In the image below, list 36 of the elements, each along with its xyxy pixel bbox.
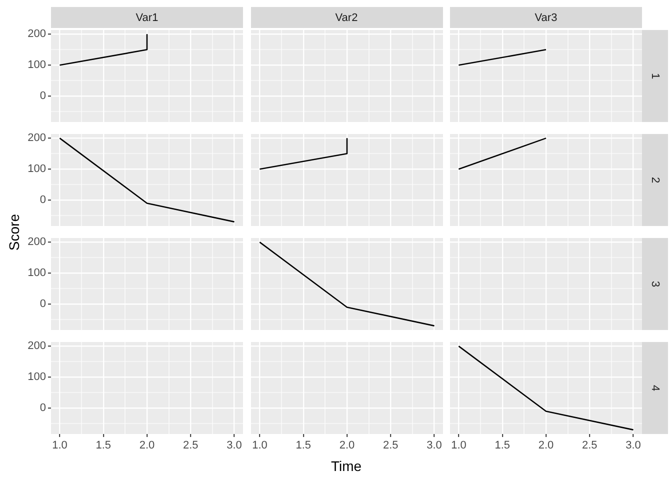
y2-axis-title: 1 — [642, 30, 668, 122]
chart-title: Var1 — [51, 7, 243, 28]
x-tick-label: 2.0 — [538, 440, 554, 452]
y-tick-label: 100 — [28, 371, 46, 384]
y2-axis-title: 2 — [642, 134, 668, 226]
x-axis-title: Time — [331, 458, 362, 474]
y-tick-label: 0 — [40, 402, 46, 414]
y2-axis-title: 3 — [642, 238, 668, 330]
y-tick-label: 200 — [28, 340, 46, 352]
x-tick-label: 2.5 — [382, 440, 398, 452]
y2-axis-title: 4 — [642, 342, 668, 434]
x-tick-label: 3.0 — [626, 440, 641, 452]
x-tick-label: 3.0 — [226, 440, 242, 452]
x-tick-label: 1.5 — [96, 440, 112, 452]
y-tick-label: 100 — [28, 59, 46, 72]
x-tick-label: 1.0 — [451, 440, 466, 452]
x-tick-label: 1.5 — [295, 440, 311, 452]
x-tick-label: 2.0 — [139, 440, 155, 452]
y-tick-label: 100 — [28, 267, 46, 280]
x-tick-label: 3.0 — [426, 440, 442, 452]
chart-title: Var3 — [450, 7, 642, 28]
y-tick-label: 0 — [40, 298, 46, 310]
x-tick-label: 2.5 — [182, 440, 198, 452]
y-tick-label: 200 — [28, 132, 46, 144]
x-tick-label: 1.0 — [52, 440, 68, 452]
chart-title: Var2 — [250, 7, 442, 28]
y-axis-title: Score — [6, 214, 22, 250]
y-tick-label: 0 — [40, 90, 46, 102]
x-tick-label: 1.0 — [252, 440, 267, 452]
y-tick-label: 200 — [28, 28, 46, 40]
y-tick-label: 0 — [40, 194, 46, 206]
x-tick-label: 2.0 — [338, 440, 354, 452]
x-tick-label: 1.5 — [494, 440, 510, 452]
y-tick-label: 100 — [28, 163, 46, 176]
y-tick-label: 200 — [28, 236, 46, 248]
x-tick-label: 2.5 — [582, 440, 598, 452]
